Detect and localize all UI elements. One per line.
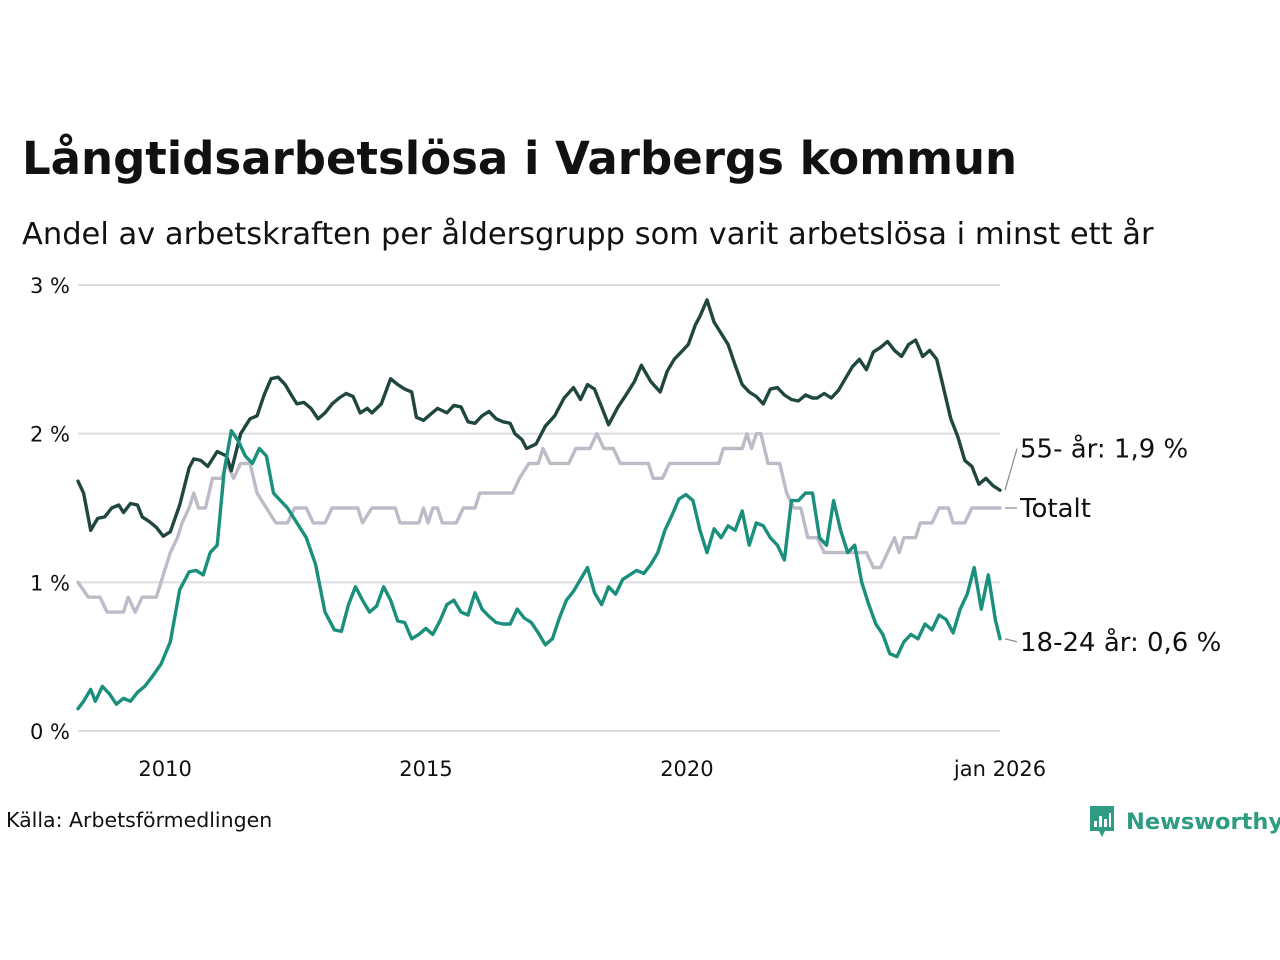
series-line-2 — [76, 429, 1002, 711]
newsworthy-logo-text: Newsworthy — [1126, 809, 1280, 835]
y-tick-label: 1 % — [30, 571, 70, 595]
x-tick-label: 2020 — [660, 757, 713, 781]
series-end-label: 55- år: 1,9 % — [1020, 434, 1188, 465]
x-tick-label: 2010 — [138, 757, 191, 781]
series-end-label: 18-24 år: 0,6 % — [1020, 627, 1221, 658]
series-end-labels: Totalt 55- år: 1,9 % 18-24 år: 0,6 % — [1004, 434, 1221, 658]
y-tick-label: 3 % — [30, 274, 70, 298]
label-connector-1 — [1004, 448, 1018, 491]
x-tick-label: 2015 — [399, 757, 452, 781]
chart-title: Långtidsarbetslösa i Varbergs kommun — [22, 132, 1018, 185]
source-note: Källa: Arbetsförmedlingen — [6, 808, 273, 832]
series-end-label: Totalt — [1019, 494, 1091, 524]
x-axis-ticks: 2010 2015 2020 jan 2026 — [138, 757, 1046, 781]
series-line-1 — [76, 298, 1002, 538]
newsworthy-logo: Newsworthy — [1088, 804, 1280, 840]
y-tick-label: 0 % — [30, 720, 70, 744]
series-lines — [76, 298, 1002, 711]
chart-subtitle: Andel av arbetskraften per åldersgrupp s… — [22, 217, 1154, 252]
y-axis-ticks: 0 % 1 % 2 % 3 % — [30, 274, 70, 744]
newsworthy-logo-icon — [1090, 806, 1114, 837]
y-tick-label: 2 % — [30, 423, 70, 447]
label-connector-2 — [1004, 638, 1018, 643]
series-line-0 — [76, 432, 1002, 614]
x-tick-label: jan 2026 — [953, 757, 1046, 781]
grid-lines — [78, 284, 1000, 732]
